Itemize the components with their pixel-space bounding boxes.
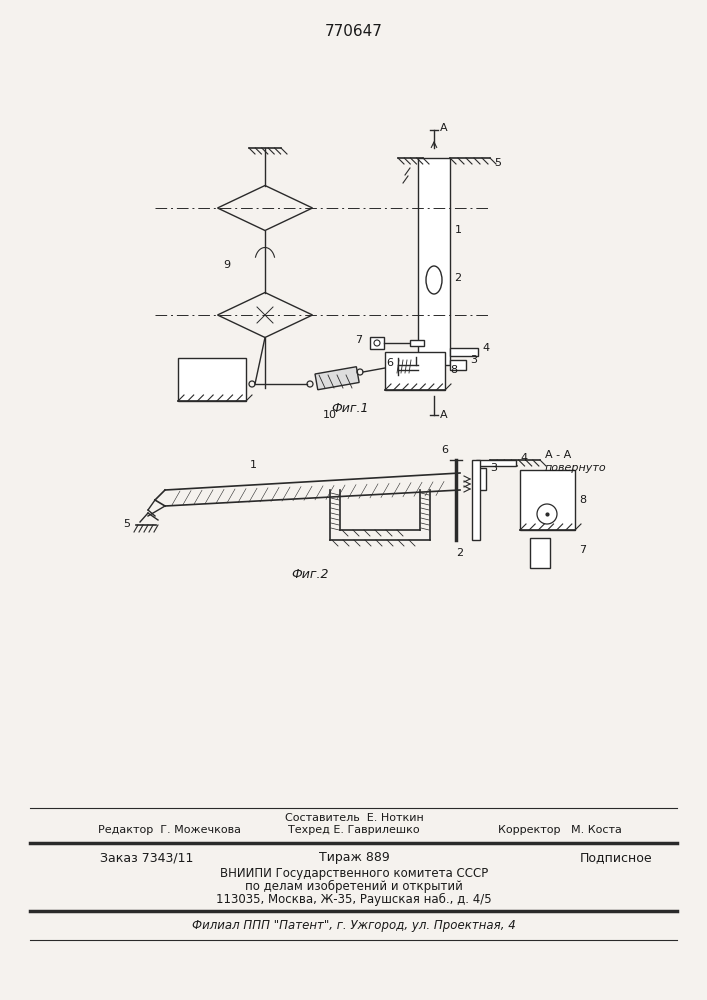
Bar (472, 460, 480, 540)
Text: 6: 6 (441, 445, 448, 455)
Text: 1: 1 (455, 225, 462, 235)
Text: 4: 4 (482, 343, 489, 353)
Text: 4: 4 (520, 453, 527, 463)
Text: 5: 5 (123, 519, 130, 529)
Text: повернуто: повернуто (545, 463, 607, 473)
Text: 10: 10 (323, 410, 337, 420)
Bar (450, 360, 466, 370)
Text: 8: 8 (450, 365, 457, 375)
Bar (476, 468, 486, 490)
Text: Филиал ППП "Патент", г. Ужгород, ул. Проектная, 4: Филиал ППП "Патент", г. Ужгород, ул. Про… (192, 920, 516, 932)
Text: 7: 7 (355, 335, 362, 345)
Text: A: A (440, 123, 448, 133)
Bar (476, 460, 516, 466)
Text: Техред Е. Гаврилешко: Техред Е. Гаврилешко (288, 825, 420, 835)
Text: 7: 7 (579, 545, 586, 555)
Text: Составитель  Е. Ноткин: Составитель Е. Ноткин (285, 813, 423, 823)
Text: A - A: A - A (545, 450, 571, 460)
Bar (370, 337, 384, 349)
Text: 2: 2 (457, 548, 464, 558)
Text: 3: 3 (490, 463, 497, 473)
Text: 8: 8 (579, 495, 586, 505)
Bar (315, 367, 359, 390)
Text: 3: 3 (470, 355, 477, 365)
Bar (450, 348, 478, 356)
Text: Фиг.1: Фиг.1 (332, 401, 369, 414)
Bar (385, 352, 445, 390)
Bar (410, 340, 424, 346)
Text: 2: 2 (454, 273, 461, 283)
Text: Тираж 889: Тираж 889 (319, 852, 390, 864)
Text: 9: 9 (223, 260, 230, 270)
Text: ВНИИПИ Государственного комитета СССР: ВНИИПИ Государственного комитета СССР (220, 866, 488, 880)
Bar (520, 470, 575, 530)
Text: Корректор   М. Коста: Корректор М. Коста (498, 825, 622, 835)
Text: 6: 6 (386, 358, 393, 368)
Text: A: A (440, 410, 448, 420)
Bar (530, 538, 550, 568)
Text: 770647: 770647 (325, 24, 383, 39)
Text: 1: 1 (250, 460, 257, 470)
Text: 113035, Москва, Ж-35, Раушская наб., д. 4/5: 113035, Москва, Ж-35, Раушская наб., д. … (216, 892, 492, 906)
Text: Редактор  Г. Можечкова: Редактор Г. Можечкова (98, 825, 242, 835)
Text: Заказ 7343/11: Заказ 7343/11 (100, 852, 194, 864)
Text: по делам изобретений и открытий: по делам изобретений и открытий (245, 879, 463, 893)
Text: Подписное: Подписное (580, 852, 653, 864)
Text: 5: 5 (494, 158, 501, 168)
Text: Фиг.2: Фиг.2 (291, 568, 329, 582)
Bar (178, 358, 246, 401)
Bar (418, 158, 450, 365)
